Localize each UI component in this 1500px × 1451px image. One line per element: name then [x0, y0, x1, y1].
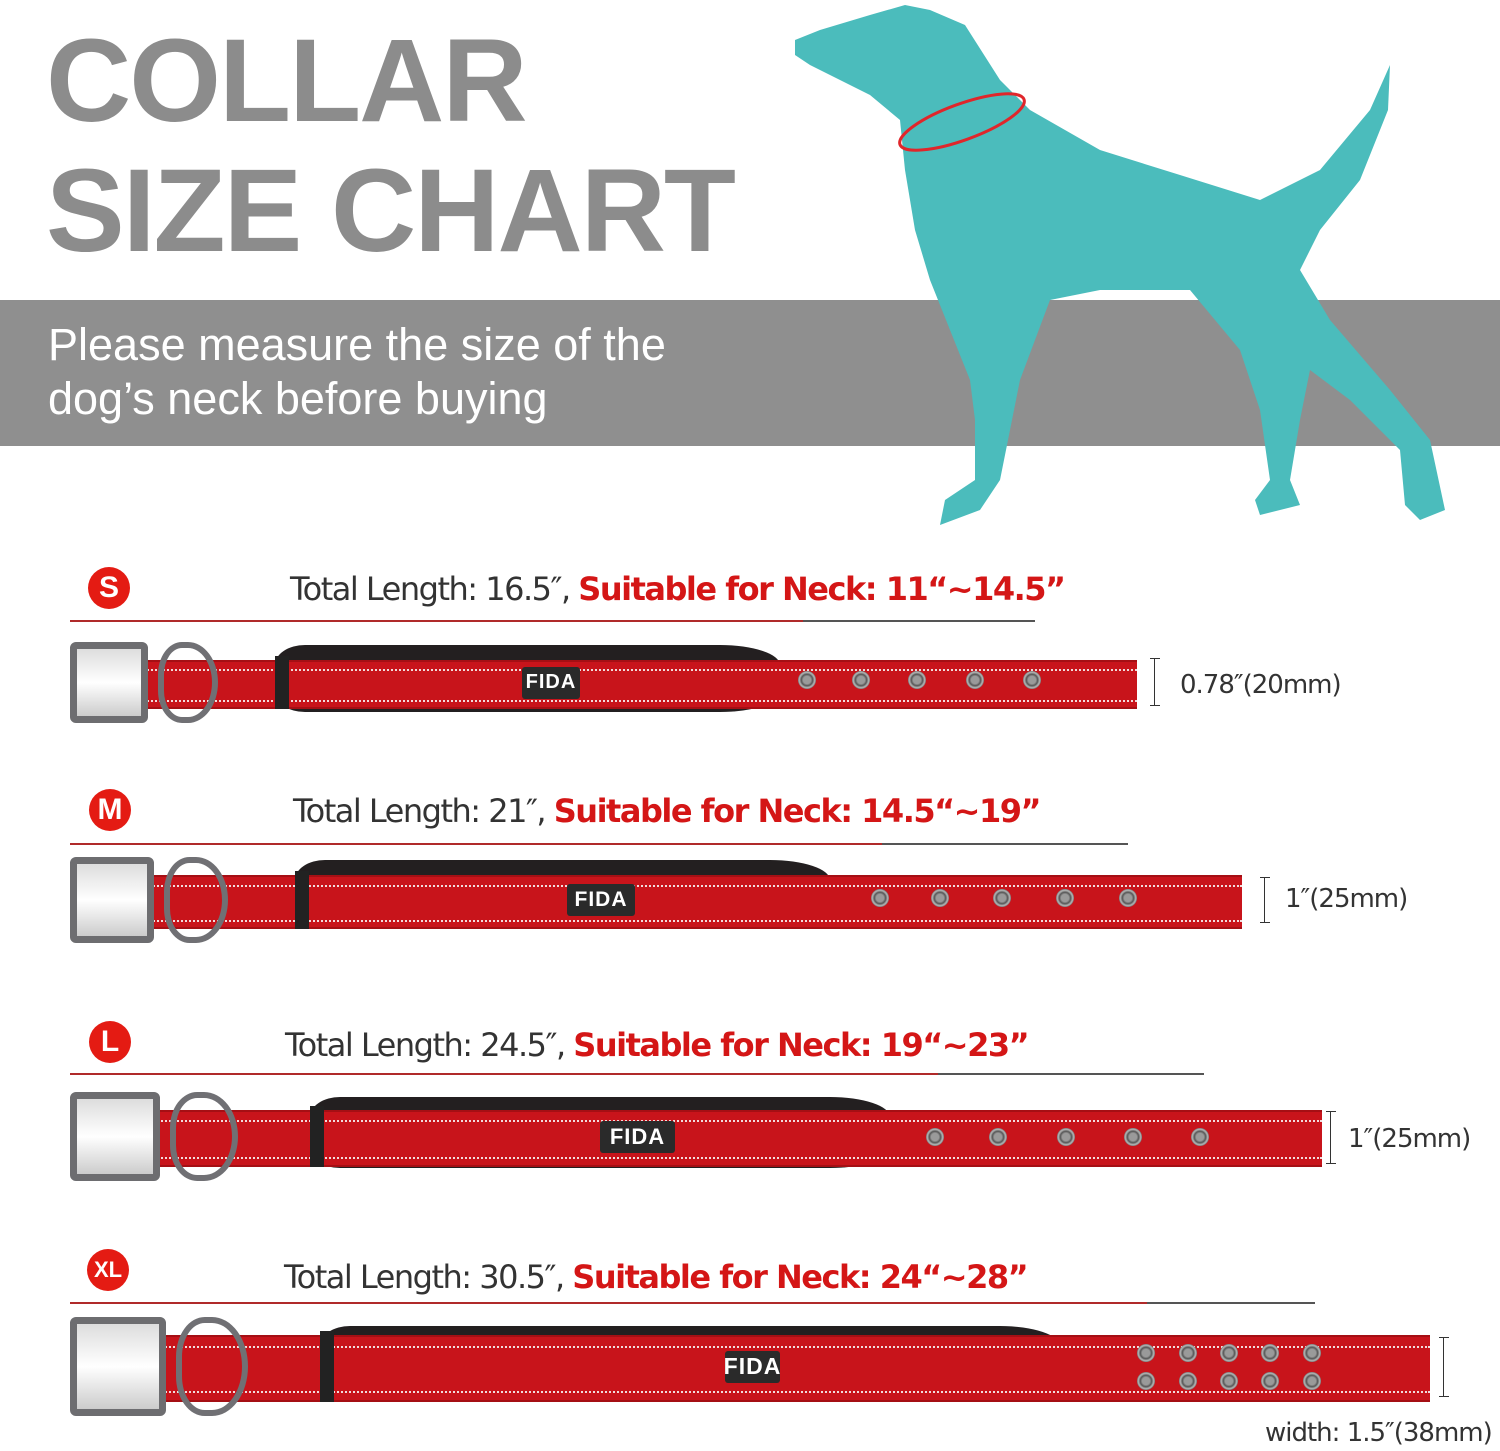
collar-strap: [130, 1335, 1430, 1402]
rivet-hole: [1179, 1372, 1197, 1390]
instruction-line-2: dog’s neck before buying: [48, 373, 548, 424]
rivet-hole: [1057, 1128, 1075, 1146]
collar-strap: [130, 875, 1242, 929]
width-label: 0.78″(20mm): [1180, 670, 1342, 700]
rivet-hole: [1119, 889, 1137, 907]
rivet-hole: [1137, 1344, 1155, 1362]
neck-range: Suitable for Neck: 19“~23”: [573, 1026, 1029, 1064]
strap-keeper: [310, 1106, 324, 1167]
reflective-stitch: [130, 884, 1242, 887]
width-marker: [1150, 658, 1160, 706]
rivet-hole: [1191, 1128, 1209, 1146]
rivet-hole: [1303, 1372, 1321, 1390]
d-ring: [164, 857, 228, 943]
neck-range-line: [70, 843, 882, 845]
rivet-hole: [993, 889, 1011, 907]
extra-length-line: [1147, 1302, 1315, 1304]
rivet-hole: [1220, 1344, 1238, 1362]
d-ring: [176, 1317, 248, 1416]
dog-silhouette-icon: [795, 5, 1445, 525]
neck-range-line: [70, 1302, 1147, 1304]
size-badge: XL: [87, 1249, 129, 1291]
size-info: Total Length: 16.5″, Suitable for Neck: …: [290, 570, 1066, 608]
d-ring: [158, 642, 218, 723]
reflective-stitch: [130, 1157, 1322, 1160]
buckle: [70, 1317, 166, 1416]
brand-tag: FIDA: [724, 1350, 780, 1383]
brand-tag: FIDA: [567, 884, 635, 916]
rivet-hole: [1303, 1344, 1321, 1362]
strap-keeper: [295, 871, 309, 929]
width-label: width: 1.5″(38mm): [1265, 1418, 1493, 1448]
instruction-line-1: Please measure the size of the: [48, 319, 666, 370]
strap-keeper: [320, 1331, 334, 1402]
size-info: Total Length: 30.5″, Suitable for Neck: …: [284, 1258, 1029, 1296]
collar-strap: [130, 1110, 1322, 1167]
instruction-text: Please measure the size of the dog’s nec…: [48, 318, 666, 426]
reflective-stitch: [130, 919, 1242, 922]
extra-length-line: [803, 620, 1035, 622]
total-length: Total Length: 30.5″,: [284, 1258, 573, 1296]
rivet-hole: [1056, 889, 1074, 907]
rivet-hole: [852, 671, 870, 689]
collar-measure-ring: [898, 92, 1026, 152]
d-ring: [170, 1092, 238, 1181]
size-badge: S: [88, 567, 130, 609]
neck-range-line: [70, 620, 803, 622]
rivet-hole: [989, 1128, 1007, 1146]
size-badge: L: [89, 1021, 131, 1063]
title-line-1: COLLAR: [46, 15, 528, 147]
rivet-hole: [926, 1128, 944, 1146]
strap-keeper: [275, 656, 289, 709]
buckle: [70, 857, 154, 943]
rivet-hole: [1261, 1344, 1279, 1362]
total-length: Total Length: 16.5″,: [290, 570, 579, 608]
rivet-hole: [1137, 1372, 1155, 1390]
buckle: [70, 642, 148, 723]
reflective-stitch: [130, 668, 1137, 671]
rivet-hole: [966, 671, 984, 689]
width-marker: [1439, 1337, 1449, 1397]
reflective-stitch: [130, 1346, 1430, 1349]
rivet-hole: [1179, 1344, 1197, 1362]
neck-range-line: [70, 1073, 938, 1075]
rivet-hole: [931, 889, 949, 907]
rivet-hole: [908, 671, 926, 689]
size-badge: M: [89, 789, 131, 831]
total-length: Total Length: 24.5″,: [285, 1026, 574, 1064]
width-marker: [1260, 877, 1270, 923]
reflective-stitch: [130, 1390, 1430, 1393]
reflective-stitch: [130, 1119, 1322, 1122]
rivet-hole: [1124, 1128, 1142, 1146]
width-label: 1″(25mm): [1348, 1124, 1471, 1154]
reflective-stitch: [130, 700, 1137, 703]
size-info: Total Length: 24.5″, Suitable for Neck: …: [285, 1026, 1030, 1064]
width-marker: [1326, 1111, 1336, 1164]
width-label: 1″(25mm): [1285, 884, 1408, 914]
rivet-hole: [1023, 671, 1041, 689]
buckle: [70, 1092, 160, 1181]
neck-range: Suitable for Neck: 11“~14.5”: [578, 570, 1066, 608]
extra-length-line: [938, 1073, 1204, 1075]
rivet-hole: [798, 671, 816, 689]
title-line-2: SIZE CHART: [46, 145, 736, 277]
rivet-hole: [1261, 1372, 1279, 1390]
total-length: Total Length: 21″,: [293, 792, 554, 830]
neck-range: Suitable for Neck: 24“~28”: [572, 1258, 1028, 1296]
extra-length-line: [882, 843, 1128, 845]
neck-range: Suitable for Neck: 14.5“~19”: [553, 792, 1042, 830]
rivet-hole: [871, 889, 889, 907]
size-info: Total Length: 21″, Suitable for Neck: 14…: [293, 792, 1042, 830]
rivet-hole: [1220, 1372, 1238, 1390]
brand-tag: FIDA: [600, 1120, 675, 1153]
brand-tag: FIDA: [522, 666, 580, 699]
